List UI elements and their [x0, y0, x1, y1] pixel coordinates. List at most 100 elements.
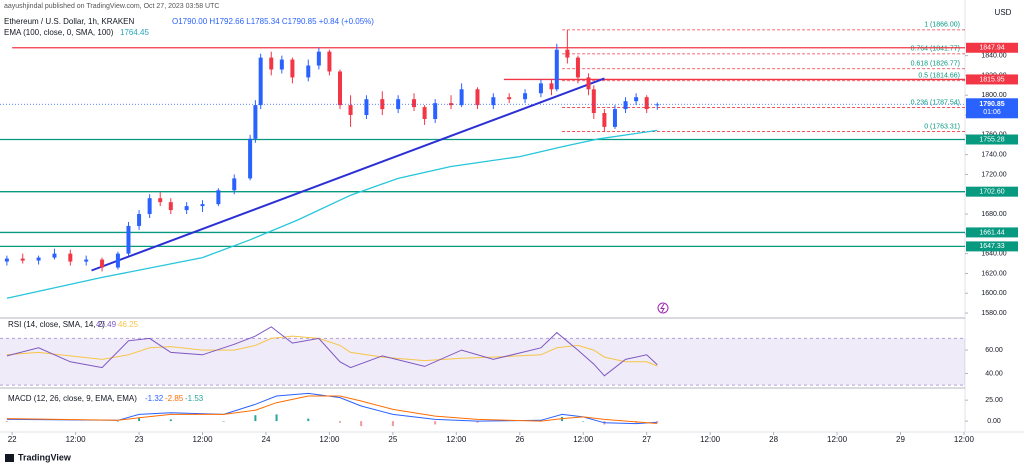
histogram-bar — [360, 421, 363, 427]
candle-body — [158, 198, 163, 203]
y-tick-label: 25.00 — [985, 397, 1003, 404]
y-tick-label: 1800.00 — [981, 92, 1006, 99]
candle-body — [449, 103, 454, 106]
y-tick-label: 0.00 — [987, 418, 1001, 425]
histogram-bar — [275, 414, 278, 422]
x-tick-label: 22 — [8, 435, 17, 444]
fib-label: 0 (1763.31) — [924, 123, 960, 130]
level-price-box — [966, 241, 1018, 252]
histogram-bar — [391, 421, 394, 427]
y-tick-label: 1600.00 — [981, 290, 1006, 297]
histogram-bar — [222, 421, 225, 422]
macd-title: MACD (12, 26, close, 9, EMA, EMA) — [8, 394, 137, 403]
candle-body — [644, 97, 649, 110]
alert-icon[interactable] — [657, 302, 669, 314]
rsi-value: 47.49 — [96, 320, 117, 329]
candle-body — [612, 109, 617, 127]
candle-body — [147, 198, 152, 215]
fib-label: 0.618 (1826.77) — [911, 61, 960, 68]
x-tick-label: 12:00 — [319, 435, 340, 444]
x-tick-label: 27 — [642, 435, 651, 444]
candle-body — [168, 202, 173, 211]
candle-body — [4, 258, 9, 262]
x-tick-label: 24 — [262, 435, 271, 444]
candle-body — [655, 104, 660, 106]
ema-label: EMA (100, close, 0, SMA, 100) — [4, 28, 114, 37]
candle-body — [20, 258, 25, 261]
candle-body — [68, 253, 73, 262]
candle-body — [327, 51, 332, 72]
candle-body — [100, 259, 105, 268]
fib-label: 1 (1866.00) — [924, 22, 960, 29]
currency: USD — [995, 8, 1012, 17]
rsi-title: RSI (14, close, SMA, 14, 2) — [8, 320, 105, 329]
x-tick-label: 12:00 — [446, 435, 467, 444]
histogram-bar — [5, 421, 8, 422]
rsi-band — [0, 338, 965, 386]
candle-body — [232, 178, 237, 191]
tv-logo — [5, 454, 14, 462]
level-price-label: 1815.95 — [979, 76, 1004, 83]
y-tick-label: 1640.00 — [981, 250, 1006, 257]
histogram-bar — [116, 421, 119, 422]
fib-label: 0.236 (1787.54) — [911, 99, 960, 106]
candle-body — [248, 138, 253, 179]
y-tick-label: 1740.00 — [981, 151, 1006, 158]
candle-body — [523, 93, 528, 100]
level-price-label: 1755.28 — [979, 136, 1004, 143]
histogram-value: -1.53 — [185, 394, 204, 403]
fib-label: 0.5 (1814.66) — [918, 73, 960, 80]
candle-body — [634, 97, 639, 102]
candle-body — [200, 204, 205, 207]
candle-body — [279, 59, 284, 70]
candle-body — [591, 89, 596, 114]
level-price-box — [966, 74, 1018, 85]
x-tick-label: 23 — [135, 435, 144, 444]
rsi-ma-value: 46.25 — [118, 320, 139, 329]
y-tick-label: 1620.00 — [981, 270, 1006, 277]
last-price-box — [966, 98, 1018, 119]
candle-body — [184, 206, 189, 211]
fib-label: 0.764 (1841.77) — [911, 46, 960, 53]
x-tick-label: 26 — [515, 435, 524, 444]
level-price-box — [966, 42, 1018, 53]
candle-body — [459, 89, 464, 106]
candle-body — [554, 49, 559, 90]
macd-value: -1.32 — [145, 394, 164, 403]
indicator-line — [6, 326, 658, 377]
candle-body — [253, 105, 258, 139]
y-tick-label: 1580.00 — [981, 310, 1006, 317]
alert-icon-bolt — [660, 303, 665, 313]
candle-body — [602, 113, 607, 127]
candle-body — [337, 71, 342, 106]
histogram-bar — [169, 419, 172, 422]
y-tick-label: 1720.00 — [981, 171, 1006, 178]
candle-body — [433, 103, 438, 119]
indicator-line — [6, 395, 658, 424]
y-tick-label: 1680.00 — [981, 211, 1006, 218]
candle-body — [316, 51, 321, 66]
candle-body — [348, 105, 353, 116]
candle-body — [306, 65, 311, 78]
y-tick-label: 1840.00 — [981, 52, 1006, 59]
candle-body — [538, 83, 543, 94]
candle-body — [137, 214, 142, 226]
x-tick-label: 12:00 — [573, 435, 594, 444]
histogram-bar — [582, 421, 585, 422]
candle-body — [396, 99, 401, 110]
y-tick-label: 60.00 — [985, 347, 1003, 354]
histogram-bar — [338, 421, 341, 423]
x-tick-label: 28 — [769, 435, 778, 444]
indicator-line — [6, 335, 658, 367]
candle-body — [507, 97, 512, 100]
level-price-box — [966, 227, 1018, 238]
candle-body — [491, 97, 496, 106]
candle-body — [623, 101, 628, 110]
countdown: 01:06 — [983, 109, 1001, 116]
x-tick-label: 12:00 — [954, 435, 975, 444]
x-tick-label: 12:00 — [827, 435, 848, 444]
candle-body — [258, 57, 263, 106]
candle-body — [36, 257, 41, 261]
